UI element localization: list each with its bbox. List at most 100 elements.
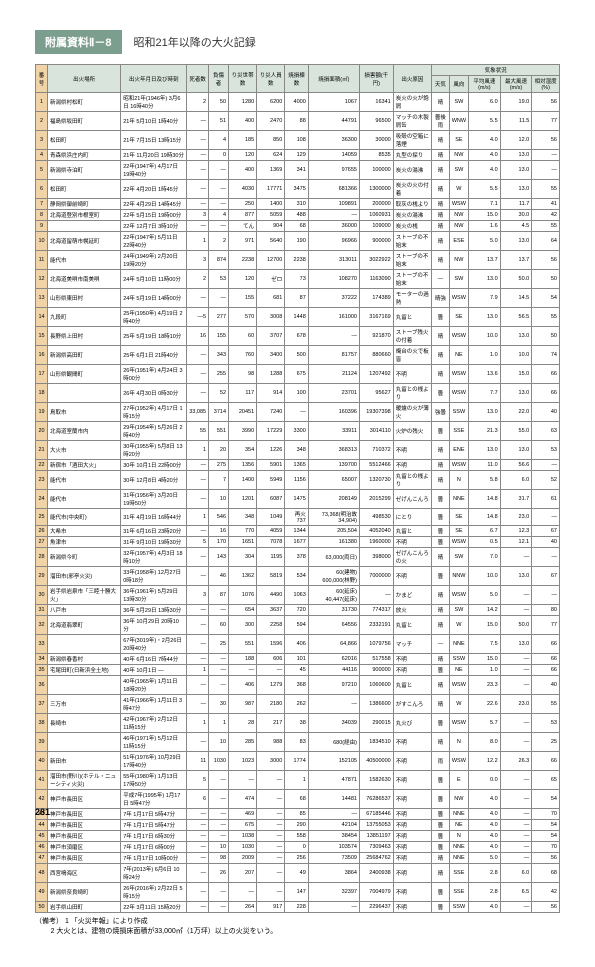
cell-place bbox=[48, 635, 121, 654]
cell-cause: 丸留との桟より bbox=[393, 471, 431, 490]
cell-hum: 70 bbox=[532, 842, 560, 853]
cell-r1: 354 bbox=[229, 441, 257, 460]
cell-h: 1475 bbox=[285, 490, 309, 509]
cell-wd: WSW bbox=[449, 384, 468, 403]
cell-wd: SSE bbox=[449, 864, 468, 883]
cell-r2: 5819 bbox=[257, 567, 285, 586]
cell-wm: 11.5 bbox=[500, 112, 532, 131]
cell-ws: 4.0 bbox=[469, 820, 501, 831]
cell-a: — bbox=[308, 210, 359, 221]
cell-place: 山形県観間町 bbox=[48, 365, 121, 384]
cell-dead: — bbox=[187, 112, 209, 131]
cell-wm: 13.0 bbox=[500, 567, 532, 586]
cell-r1: 760 bbox=[229, 346, 257, 365]
cell-a: 368313 bbox=[308, 441, 359, 460]
cell-dmg: 7309463 bbox=[359, 842, 393, 853]
cell-w: 晴 bbox=[432, 676, 450, 695]
cell-inj: — bbox=[209, 820, 229, 831]
cell-date: 22年 4月20日 1時45分 bbox=[121, 180, 187, 199]
table-header: 番号 出火場所 出火年月日及び時刻 死者数 負傷者 り災世帯数 り災人員数 焼損… bbox=[36, 65, 560, 93]
cell-dead: — bbox=[187, 616, 209, 635]
cell-r1: 1280 bbox=[229, 93, 257, 112]
cell-dmg: 900000 bbox=[359, 232, 393, 251]
cell-r1: 1362 bbox=[229, 567, 257, 586]
table-row: 9 22年 12月7日 3時10分 — — てん 904 68 36000 10… bbox=[36, 221, 560, 232]
cell-num: 13 bbox=[36, 289, 48, 308]
cell-date: 25年 6月1日 21時40分 bbox=[121, 346, 187, 365]
cell-wd: W bbox=[449, 180, 468, 199]
cell-dmg: 398000 bbox=[359, 548, 393, 567]
cell-num: 33 bbox=[36, 635, 48, 654]
cell-r1: 971 bbox=[229, 232, 257, 251]
cell-hum: 54 bbox=[532, 820, 560, 831]
cell-date: 30年 10月1日 22時00分 bbox=[121, 460, 187, 471]
cell-hum: 64 bbox=[532, 232, 560, 251]
cell-place bbox=[48, 221, 121, 232]
cell-dead: — bbox=[187, 289, 209, 308]
cell-wm: 55.0 bbox=[500, 422, 532, 441]
cell-place: 北海道留萌市幌延町 bbox=[48, 232, 121, 251]
cell-r1: 570 bbox=[229, 308, 257, 327]
cell-dmg: 517558 bbox=[359, 654, 393, 665]
cell-num: 36 bbox=[36, 676, 48, 695]
cell-date: 41年(1966年) 1月11日 3時47分 bbox=[121, 695, 187, 714]
cell-cause: ストーブの不始末 bbox=[393, 251, 431, 270]
cell-r1: 188 bbox=[229, 654, 257, 665]
cell-a: 64556 bbox=[308, 616, 359, 635]
cell-r1: 304 bbox=[229, 548, 257, 567]
cell-h: 310 bbox=[285, 199, 309, 210]
note-1: 1 「火災年報」により作成 bbox=[65, 918, 148, 925]
cell-ws: 5.8 bbox=[469, 471, 501, 490]
cell-place: 新潟県奈良崎町 bbox=[48, 883, 121, 902]
cell-cause: ストーブの不始末 bbox=[393, 232, 431, 251]
table-row: 29 溜田市(邪亭火災) 33年(1958年) 12月27日 0時18分 — 4… bbox=[36, 567, 560, 586]
cell-cause: 炭火の湯沸 bbox=[393, 210, 431, 221]
cell-dead: — bbox=[187, 695, 209, 714]
cell-w: 晴 bbox=[432, 616, 450, 635]
cell-dead: — bbox=[187, 809, 209, 820]
cell-wm: 13.0 bbox=[500, 232, 532, 251]
cell-wd: SSE bbox=[449, 883, 468, 902]
table-row: 16 新潟県高田町 25年 6月1日 21時40分 — 343 760 3400… bbox=[36, 346, 560, 365]
cell-wd: NNW bbox=[449, 567, 468, 586]
col-humidity: 相対湿度(%) bbox=[532, 76, 560, 93]
cell-hum: 55 bbox=[532, 221, 560, 232]
col-cause: 出火原因 bbox=[393, 65, 431, 93]
cell-dead: — bbox=[187, 654, 209, 665]
cell-wd: SE bbox=[449, 509, 468, 526]
cell-hum: 65 bbox=[532, 771, 560, 790]
cell-num: 27 bbox=[36, 537, 48, 548]
cell-num: 25 bbox=[36, 509, 48, 526]
cell-place: 大火市 bbox=[48, 441, 121, 460]
cell-wm: — bbox=[500, 714, 532, 733]
cell-dmg: 1163090 bbox=[359, 270, 393, 289]
cell-ws: 10.0 bbox=[469, 327, 501, 346]
cell-a: 73509 bbox=[308, 853, 359, 864]
table-row: 4 青森県浜庄内町 21年 11月20日 19時30分 — 0 120 624 … bbox=[36, 150, 560, 161]
cell-r1: 1400 bbox=[229, 471, 257, 490]
cell-num: 23 bbox=[36, 471, 48, 490]
cell-cause: 不明 bbox=[393, 733, 431, 752]
col-wind-avg: 平均風速(m/s) bbox=[469, 76, 501, 93]
cell-inj: — bbox=[209, 676, 229, 695]
cell-a: 23701 bbox=[308, 384, 359, 403]
cell-cause: 不明 bbox=[393, 809, 431, 820]
cell-h: 85 bbox=[285, 809, 309, 820]
table-row: 7 静岡県御前崎町 22年 4月29日 14時45分 — — 250 1400 … bbox=[36, 199, 560, 210]
cell-wm: 26.3 bbox=[500, 752, 532, 771]
cell-wd: NW bbox=[449, 210, 468, 221]
cell-ws: 14.2 bbox=[469, 605, 501, 616]
cell-ws: 5.0 bbox=[469, 586, 501, 605]
cell-dead: 33,085 bbox=[187, 403, 209, 422]
cell-inj: 10 bbox=[209, 733, 229, 752]
cell-dead: 1 bbox=[187, 714, 209, 733]
cell-cause: 丸留と bbox=[393, 676, 431, 695]
cell-w: 晴 bbox=[432, 199, 450, 210]
cell-wd: SE bbox=[449, 526, 468, 537]
cell-dead: 5 bbox=[187, 537, 209, 548]
cell-ws: 7.9 bbox=[469, 289, 501, 308]
cell-inj: 2 bbox=[209, 232, 229, 251]
cell-wd: NW bbox=[449, 150, 468, 161]
cell-num: 18 bbox=[36, 384, 48, 403]
table-row: 43 神戸市長田区 7年 1月17日 5時47分 — — 469 — 85 — … bbox=[36, 809, 560, 820]
